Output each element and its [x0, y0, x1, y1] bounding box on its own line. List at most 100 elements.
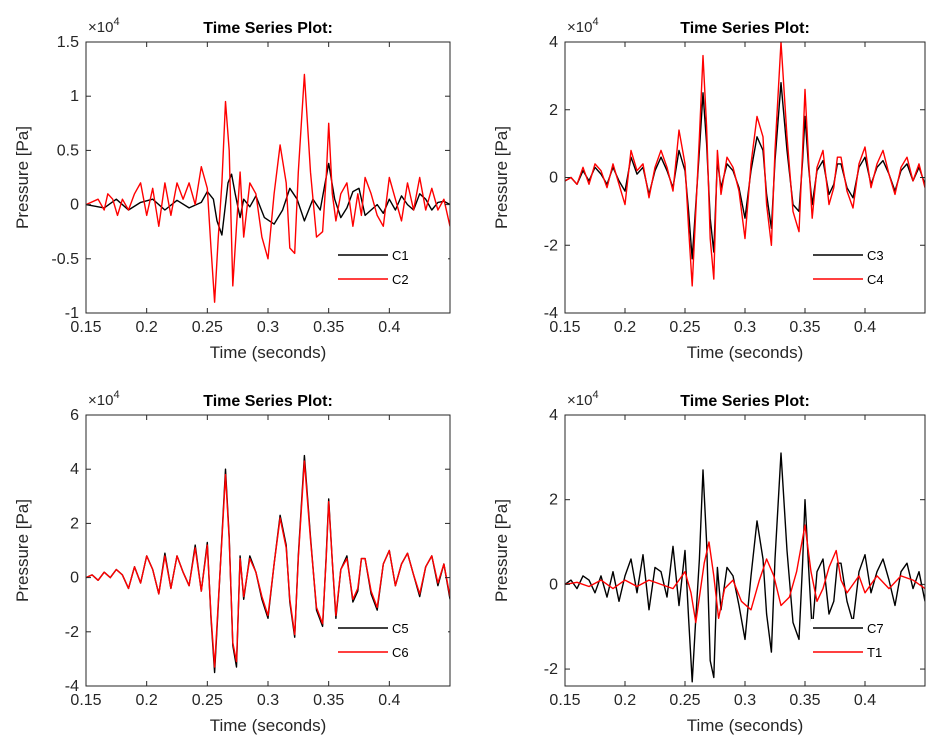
legend-label-t1: T1 — [867, 645, 882, 660]
y-tick-label: 4 — [70, 461, 79, 478]
y-axis-label: Pressure [Pa] — [13, 499, 32, 602]
chart-title: Time Series Plot: — [680, 20, 810, 37]
legend-bg — [811, 270, 923, 288]
y-tick-label: -1 — [65, 305, 79, 322]
series-line-c6 — [86, 460, 450, 668]
x-tick-label: 0.25 — [669, 692, 700, 709]
legend: C1 C2 — [336, 246, 448, 288]
x-tick-label: 0.25 — [669, 319, 700, 336]
legend: C5 C6 — [336, 619, 448, 661]
y-tick-label: 2 — [549, 492, 558, 509]
y-exponent-label: ×104 — [88, 16, 120, 36]
x-tick-label: 0.25 — [192, 692, 223, 709]
y-tick-label: 0 — [549, 576, 558, 593]
x-tick-label: 0.4 — [854, 319, 876, 336]
y-tick-label: 4 — [549, 407, 558, 424]
x-axis-label: Time (seconds) — [687, 716, 804, 735]
y-axis-label: Pressure [Pa] — [492, 499, 511, 602]
x-tick-label: 0.15 — [70, 692, 101, 709]
x-tick-label: 0.4 — [378, 319, 400, 336]
y-axis-label: Pressure [Pa] — [492, 126, 511, 229]
x-tick-label: 0.35 — [313, 319, 344, 336]
y-tick-label: 0.5 — [57, 142, 79, 159]
legend-bg — [336, 270, 448, 288]
y-tick-label: 1 — [70, 88, 79, 105]
series-group — [565, 42, 925, 287]
y-tick-label: 0 — [70, 197, 79, 214]
legend-label-c3: C3 — [867, 248, 884, 263]
x-tick-label: 0.35 — [789, 692, 820, 709]
y-tick-label: 1.5 — [57, 34, 79, 51]
x-axis-label: Time (seconds) — [210, 343, 327, 362]
x-tick-label: 0.15 — [549, 319, 580, 336]
y-exponent-power: 4 — [113, 389, 119, 401]
y-tick-label: 0 — [70, 570, 79, 587]
x-tick-label: 0.15 — [549, 692, 580, 709]
x-tick-label: 0.35 — [789, 319, 820, 336]
legend-label-c6: C6 — [392, 645, 409, 660]
y-exponent-power: 4 — [113, 16, 119, 28]
x-tick-label: 0.2 — [614, 692, 636, 709]
legend-bg — [811, 643, 923, 661]
legend-bg — [336, 643, 448, 661]
y-tick-label: 2 — [70, 515, 79, 532]
x-tick-label: 0.3 — [734, 319, 756, 336]
y-exponent-label: ×104 — [567, 16, 599, 36]
series-group — [86, 73, 450, 303]
y-axis-label: Pressure [Pa] — [13, 126, 32, 229]
legend: C7 T1 — [811, 619, 923, 661]
legend: C3 C4 — [811, 246, 923, 288]
y-tick-label: -0.5 — [51, 251, 79, 268]
x-tick-label: 0.2 — [614, 319, 636, 336]
y-exponent-label: ×104 — [567, 389, 599, 409]
y-tick-label: 0 — [549, 170, 558, 187]
y-tick-label: -2 — [65, 624, 79, 641]
y-tick-label: -4 — [65, 678, 79, 695]
series-line-t1 — [565, 524, 925, 624]
legend-label-c2: C2 — [392, 272, 409, 287]
plot-area — [565, 415, 925, 686]
legend-label-c1: C1 — [392, 248, 409, 263]
x-tick-label: 0.4 — [854, 692, 876, 709]
y-tick-label: -2 — [544, 661, 558, 678]
series-line-c4 — [565, 42, 925, 287]
x-axis-label: Time (seconds) — [210, 716, 327, 735]
legend-bg — [811, 246, 923, 264]
subplot-top-right: 0.15 0.2 0.25 0.3 0.35 0.4 -4 -2 0 2 4 Time Series … — [492, 16, 926, 362]
x-tick-label: 0.2 — [136, 692, 158, 709]
x-tick-label: 0.3 — [734, 692, 756, 709]
series-line-c2 — [86, 73, 450, 303]
legend-bg — [336, 619, 448, 637]
y-exponent-power: 4 — [592, 16, 598, 28]
y-exponent-power: 4 — [592, 389, 598, 401]
chart-title: Time Series Plot: — [680, 393, 810, 410]
y-tick-label: 4 — [549, 34, 558, 51]
y-exponent-label: ×104 — [88, 389, 120, 409]
series-line-c7 — [565, 452, 925, 683]
legend-bg — [811, 619, 923, 637]
x-tick-label: 0.2 — [136, 319, 158, 336]
series-group — [86, 454, 450, 674]
y-tick-label: -4 — [544, 305, 558, 322]
x-tick-label: 0.3 — [257, 319, 279, 336]
x-tick-label: 0.4 — [378, 692, 400, 709]
x-axis-label: Time (seconds) — [687, 343, 804, 362]
subplot-bottom-right: 0.15 0.2 0.25 0.3 0.35 0.4 -2 0 2 4 Time Series Pl… — [492, 389, 926, 735]
plot-area — [565, 42, 925, 313]
y-tick-label: 6 — [70, 407, 79, 424]
legend-label-c4: C4 — [867, 272, 884, 287]
series-group — [565, 452, 925, 683]
x-tick-label: 0.35 — [313, 692, 344, 709]
chart-title: Time Series Plot: — [203, 20, 333, 37]
series-line-c1 — [86, 162, 450, 236]
chart-title: Time Series Plot: — [203, 393, 333, 410]
y-tick-label: -2 — [544, 237, 558, 254]
x-tick-label: 0.3 — [257, 692, 279, 709]
legend-label-c7: C7 — [867, 621, 884, 636]
x-tick-label: 0.15 — [70, 319, 101, 336]
subplot-top-left: 0.15 0.2 0.25 0.3 0.35 0.4 -1 -0.5 0 0.5 1 1.5 Time … — [13, 16, 451, 362]
legend-bg — [336, 246, 448, 264]
x-tick-label: 0.25 — [192, 319, 223, 336]
legend-label-c5: C5 — [392, 621, 409, 636]
